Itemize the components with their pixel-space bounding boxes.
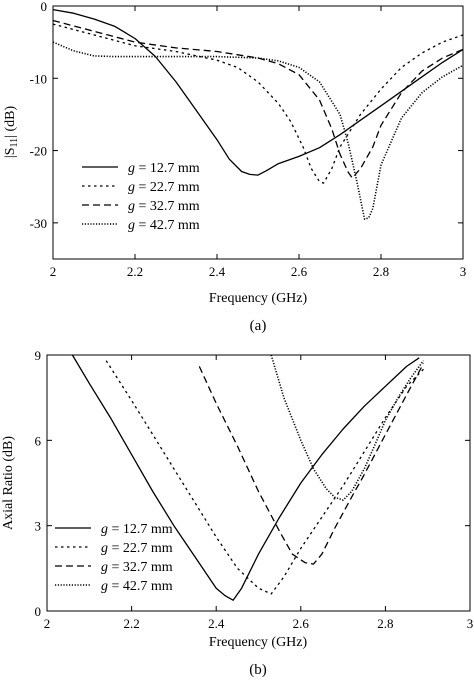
- y-tick-label: 0: [41, 0, 48, 14]
- series-line-4: [52, 41, 464, 220]
- series-lines: [52, 8, 464, 220]
- panel-caption: (b): [249, 662, 267, 678]
- plot-frame: [52, 5, 464, 260]
- legend-entry: g = 22.7 mm: [128, 180, 200, 195]
- x-tick-label: 2.2: [123, 616, 139, 631]
- legend-symbol: g: [128, 218, 135, 233]
- series-line-2: [105, 360, 424, 595]
- x-tick-label: 2.8: [373, 264, 389, 279]
- x-tick-label: 2: [50, 264, 57, 279]
- legend-symbol: g: [128, 161, 135, 176]
- y-tick-label: 9: [35, 348, 42, 363]
- tick-marks: [52, 5, 464, 259]
- legend-entry: g = 12.7 mm: [128, 161, 200, 176]
- legend-value: = 42.7 mm: [108, 579, 173, 594]
- legend: g = 12.7 mmg = 22.7 mmg = 32.7 mmg = 42.…: [55, 522, 173, 594]
- legend-entry: g = 12.7 mm: [101, 522, 173, 537]
- x-tick-label: 3: [460, 264, 467, 279]
- legend-entry: g = 32.7 mm: [128, 199, 200, 214]
- y-tick-label: 6: [35, 433, 42, 448]
- panel-b-axial-ratio-chart: 2 2.2 2.4 2.6 2.8 3 0 3 6 9 Frequency (GHz) Axia…: [1, 348, 473, 678]
- legend-value: = 22.7 mm: [108, 541, 173, 556]
- x-tick-label: 2.4: [209, 264, 226, 279]
- legend-symbol: g: [101, 579, 108, 594]
- series-line-3: [198, 363, 425, 565]
- legend-value: = 32.7 mm: [135, 199, 200, 214]
- y-tick-labels: 0 3 6 9: [35, 348, 42, 619]
- x-tick-label: 2.6: [293, 616, 310, 631]
- legend-entry: g = 32.7 mm: [101, 560, 173, 575]
- legend-symbol: g: [128, 180, 135, 195]
- x-tick-labels: 2 2.2 2.4 2.6 2.8 3: [50, 264, 467, 279]
- series-line-2: [52, 23, 464, 184]
- legend-symbol: g: [101, 541, 108, 556]
- x-tick-labels: 2 2.2 2.4 2.6 2.8 3: [44, 616, 474, 631]
- legend-value: = 12.7 mm: [108, 522, 173, 537]
- x-tick-label: 2: [44, 616, 51, 631]
- panel-a-s11-chart: 2 2.2 2.4 2.6 2.8 3 0 -10 -20 -30 Frequency (GHz…: [3, 0, 466, 334]
- series-line-3: [52, 19, 464, 179]
- series-lines: [71, 354, 425, 601]
- y-tick-label: -10: [30, 71, 47, 86]
- legend-symbol: g: [101, 560, 108, 575]
- x-tick-label: 2.8: [377, 616, 393, 631]
- y-tick-label: 3: [35, 519, 42, 534]
- series-line-1: [52, 8, 464, 176]
- series-line-4: [270, 354, 425, 501]
- legend-symbol: g: [128, 199, 135, 214]
- y-tick-label: 0: [35, 604, 42, 619]
- legend-entry: g = 42.7 mm: [101, 579, 173, 594]
- x-axis-label: Frequency (GHz): [209, 635, 308, 650]
- legend-entry: g = 22.7 mm: [101, 541, 173, 556]
- y-axis-label: Axial Ratio (dB): [1, 436, 16, 530]
- legend-symbol: g: [101, 522, 108, 537]
- legend: g = 12.7 mmg = 22.7 mmg = 32.7 mmg = 42.…: [82, 161, 200, 233]
- y-tick-labels: 0 -10 -20 -30: [30, 0, 47, 231]
- legend-entry: g = 42.7 mm: [128, 218, 200, 233]
- x-tick-label: 3: [467, 616, 474, 631]
- tick-marks: [46, 354, 471, 612]
- y-axis-label: |S11| (dB): [3, 106, 20, 159]
- x-tick-label: 2.2: [127, 264, 143, 279]
- y-tick-label: -20: [30, 144, 47, 159]
- x-tick-label: 2.6: [291, 264, 308, 279]
- series-line-1: [71, 354, 420, 601]
- y-tick-label: -30: [30, 216, 47, 231]
- legend-value: = 22.7 mm: [135, 180, 200, 195]
- plot-frame: [46, 354, 471, 612]
- legend-value: = 12.7 mm: [135, 161, 200, 176]
- x-axis-label: Frequency (GHz): [209, 291, 308, 306]
- legend-value: = 42.7 mm: [135, 218, 200, 233]
- panel-caption: (a): [250, 318, 267, 334]
- x-tick-label: 2.4: [208, 616, 225, 631]
- legend-value: = 32.7 mm: [108, 560, 173, 575]
